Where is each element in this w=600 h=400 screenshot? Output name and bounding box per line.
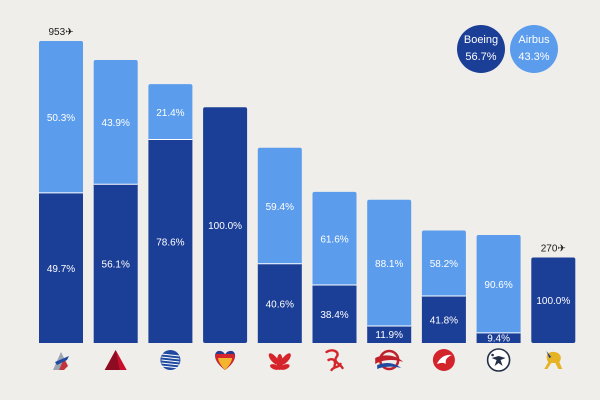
data-label-boeing: 100.0%	[208, 221, 242, 232]
bar-airbus	[257, 147, 302, 267]
fleet-total-label: 270✈	[541, 243, 566, 254]
southwest-logo-icon	[215, 350, 236, 370]
legend-boeing-name: Boeing	[463, 34, 499, 46]
data-label-boeing: 49.7%	[47, 264, 75, 275]
bar-group: 43.9% 56.1%	[93, 60, 138, 343]
legend-airbus-name: Airbus	[518, 34, 550, 46]
bar-group: 88.1% 11.9%	[367, 199, 412, 343]
bar-boeing	[531, 257, 576, 343]
turkish-airlines-logo-icon	[432, 349, 455, 371]
bar-airbus	[148, 84, 193, 143]
lufthansa-logo-icon	[486, 348, 511, 372]
bar-boeing	[39, 192, 83, 343]
legend-airbus: Airbus 43.3%	[510, 25, 558, 73]
legend-boeing: Boeing 56.7%	[457, 25, 505, 73]
bar-boeing	[312, 284, 357, 343]
legend-boeing-value: 56.7%	[465, 51, 497, 63]
bar-group: 100.0%	[203, 107, 248, 343]
bar-airbus	[39, 41, 83, 196]
ryanair-logo-icon	[544, 351, 563, 369]
bar-airbus	[367, 199, 412, 329]
bar-boeing	[367, 325, 412, 343]
bar-group: 58.2% 41.8%	[421, 230, 466, 343]
china-eastern-logo-icon	[375, 349, 404, 371]
data-label-boeing: 78.6%	[156, 237, 184, 248]
bar-boeing	[257, 263, 302, 343]
bar-group: 61.6% 38.4%	[312, 191, 357, 343]
data-label-boeing: 100.0%	[536, 296, 570, 307]
bar-airbus	[476, 234, 521, 336]
bar-group: 21.4% 78.6%	[148, 84, 193, 343]
fleet-total-label: 953✈	[48, 27, 73, 38]
legend-airbus-value: 43.3%	[518, 51, 550, 63]
data-label-airbus: 43.9%	[102, 118, 130, 129]
data-label-boeing: 38.4%	[320, 310, 348, 321]
bar-group: 90.6% 9.4%	[476, 234, 521, 344]
data-label-airbus: 88.1%	[375, 259, 403, 270]
american-airlines-logo-icon	[53, 352, 69, 370]
data-label-boeing: 9.4%	[487, 333, 510, 344]
bar-boeing	[476, 332, 521, 343]
data-label-airbus: 58.2%	[430, 259, 458, 270]
delta-logo-icon	[104, 350, 127, 370]
data-label-airbus: 21.4%	[156, 108, 184, 119]
bar-boeing	[148, 139, 193, 343]
data-label-airbus: 59.4%	[266, 202, 294, 213]
data-label-airbus: 61.6%	[320, 234, 348, 245]
data-label-airbus: 50.3%	[47, 113, 75, 124]
bar-airbus	[312, 191, 357, 288]
data-label-boeing: 11.9%	[375, 330, 403, 341]
bar-airbus	[421, 230, 466, 299]
bar-boeing	[421, 295, 466, 343]
bar-airbus	[93, 60, 138, 188]
data-label-boeing: 56.1%	[102, 260, 130, 271]
bar-boeing	[203, 107, 248, 343]
data-label-boeing: 41.8%	[430, 315, 458, 326]
bar-group: 50.3% 49.7% 953✈	[39, 27, 83, 343]
china-southern-logo-icon	[268, 353, 291, 370]
bar-group: 100.0% 270✈	[531, 243, 576, 343]
data-label-airbus: 90.6%	[484, 280, 512, 291]
air-china-logo-icon	[325, 349, 344, 372]
data-label-boeing: 40.6%	[266, 299, 294, 310]
united-logo-icon	[160, 350, 181, 370]
bar-boeing	[93, 184, 138, 343]
bar-group: 59.4% 40.6%	[257, 147, 302, 343]
